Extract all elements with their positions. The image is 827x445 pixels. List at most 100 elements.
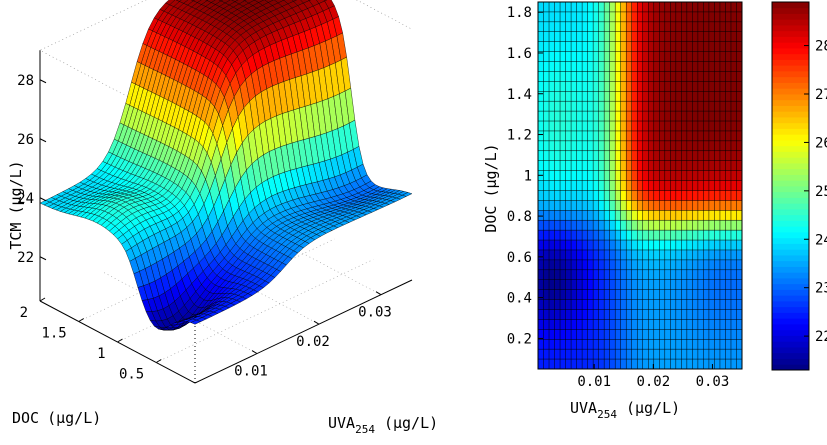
heatmap-cell xyxy=(676,359,682,369)
heatmap-cell xyxy=(720,359,726,369)
heatmap-cell xyxy=(588,12,594,22)
heatmap-cell xyxy=(615,42,621,52)
heatmap-cell xyxy=(703,190,709,200)
heatmap-cell xyxy=(665,111,671,121)
heatmap-cell xyxy=(670,309,676,319)
heatmap-cell xyxy=(676,349,682,359)
heatmap-cell xyxy=(720,52,726,62)
heatmap-cell xyxy=(703,329,709,339)
heatmap-cell xyxy=(560,270,566,280)
heatmap-cell xyxy=(665,101,671,111)
heatmap-cell xyxy=(582,12,588,22)
heatmap-cell xyxy=(709,220,715,230)
heatmap-cell xyxy=(725,52,731,62)
heatmap-cell xyxy=(610,52,616,62)
heatmap-cell xyxy=(698,181,704,191)
heatmap-cell xyxy=(731,131,737,141)
heatmap-cell xyxy=(648,32,654,42)
heatmap-cell xyxy=(582,190,588,200)
heatmap-cell xyxy=(610,290,616,300)
heatmap-cell xyxy=(698,260,704,270)
heatmap-cell xyxy=(654,131,660,141)
heatmap-cell xyxy=(599,359,605,369)
heatmap-cell xyxy=(538,200,544,210)
heatmap-cell xyxy=(544,32,550,42)
heatmap-cell xyxy=(626,210,632,220)
heatmap-cell xyxy=(637,151,643,161)
heatmap-cell xyxy=(687,2,693,12)
heatmap-cell xyxy=(720,111,726,121)
heatmap-cell xyxy=(714,290,720,300)
heatmap-cell xyxy=(544,22,550,32)
heatmap-cell xyxy=(632,62,638,72)
heatmap-cell xyxy=(654,349,660,359)
heatmap-cell xyxy=(665,359,671,369)
heatmap-cell xyxy=(703,111,709,121)
heatmap-cell xyxy=(588,250,594,260)
heatmap-cell xyxy=(582,339,588,349)
heatmap-cell xyxy=(538,220,544,230)
heatmap-cell xyxy=(731,260,737,270)
heatmap-cell xyxy=(698,62,704,72)
heatmap-cell xyxy=(736,349,742,359)
heatmap-cell xyxy=(544,2,550,12)
heatmap-cell xyxy=(670,220,676,230)
heatmap-cell xyxy=(720,71,726,81)
heatmap-cell xyxy=(593,171,599,181)
heatmap-cell xyxy=(626,329,632,339)
heatmap-cell xyxy=(626,290,632,300)
colorbar-swatch xyxy=(772,341,809,347)
heatmap-cell xyxy=(681,62,687,72)
colorbar-tick-label: 28 xyxy=(815,39,827,55)
colorbar-swatch xyxy=(772,295,809,301)
heatmap-cell xyxy=(703,290,709,300)
heatmap-cell xyxy=(709,270,715,280)
heatmap-cell xyxy=(687,280,693,290)
heatmap-cell xyxy=(698,171,704,181)
heatmap-cell xyxy=(665,52,671,62)
heatmap-cell xyxy=(687,339,693,349)
heatmap-cell xyxy=(593,81,599,91)
heatmap-cell xyxy=(571,230,577,240)
heatmap-cell xyxy=(637,111,643,121)
heatmap-cell xyxy=(703,22,709,32)
heatmap-cell xyxy=(692,2,698,12)
heatmap-cell xyxy=(670,2,676,12)
heatmap-cell xyxy=(615,121,621,131)
colorbar-swatch xyxy=(772,31,809,37)
heatmap-cell xyxy=(709,250,715,260)
heatmap-cell xyxy=(560,300,566,310)
heatmap-cell xyxy=(544,171,550,181)
heatmap-cell xyxy=(659,210,665,220)
heatmap-cell xyxy=(681,12,687,22)
heatmap-cell xyxy=(643,111,649,121)
x-tick-label: 0.02 xyxy=(296,334,330,350)
heatmap-cell xyxy=(566,171,572,181)
heatmap-cell xyxy=(582,200,588,210)
colorbar-swatch xyxy=(772,180,809,186)
heatmap-cell xyxy=(560,240,566,250)
heatmap-cell xyxy=(626,121,632,131)
heatmap-cell xyxy=(736,260,742,270)
heatmap-cell xyxy=(665,81,671,91)
heatmap-cell xyxy=(555,71,561,81)
heatmap-cell xyxy=(626,42,632,52)
heatmap-cell xyxy=(687,270,693,280)
heatmap-cell xyxy=(659,161,665,171)
heatmap-cell xyxy=(714,121,720,131)
heatmap-cell xyxy=(610,240,616,250)
heatmap-cell xyxy=(637,190,643,200)
z-tick-label: 22 xyxy=(17,250,34,266)
heatmap-cell xyxy=(566,12,572,22)
heatmap-cell xyxy=(659,280,665,290)
heatmap-cell xyxy=(544,300,550,310)
heatmap-cell xyxy=(560,280,566,290)
heatmap-cell xyxy=(720,171,726,181)
heatmap-y-tick-label: 0.2 xyxy=(507,331,532,347)
heatmap-cell xyxy=(692,151,698,161)
heatmap-cell xyxy=(588,71,594,81)
heatmap-cell xyxy=(599,32,605,42)
heatmap-cell xyxy=(555,349,561,359)
heatmap-cell xyxy=(648,52,654,62)
heatmap-cell xyxy=(643,349,649,359)
